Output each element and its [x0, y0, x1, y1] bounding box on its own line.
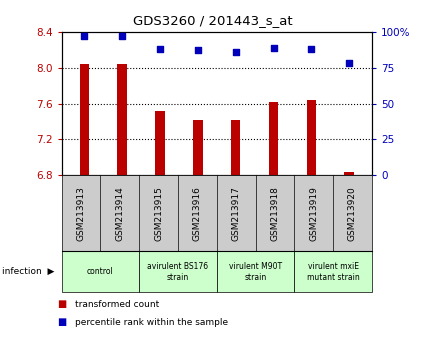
Point	[156, 46, 163, 52]
Text: GSM213920: GSM213920	[348, 186, 357, 241]
Text: GSM213915: GSM213915	[154, 186, 163, 241]
Text: GSM213916: GSM213916	[193, 186, 202, 241]
Bar	[79, 64, 89, 175]
Point	[346, 61, 353, 66]
Text: control: control	[87, 267, 114, 276]
Text: avirulent BS176
strain: avirulent BS176 strain	[147, 262, 209, 282]
Point	[194, 48, 201, 53]
Bar	[231, 120, 241, 175]
Bar	[344, 172, 354, 175]
Text: GSM213914: GSM213914	[115, 186, 124, 241]
Text: GSM213913: GSM213913	[76, 186, 85, 241]
Point	[119, 33, 125, 39]
Text: ■: ■	[57, 299, 67, 309]
Text: ■: ■	[57, 317, 67, 327]
Point	[308, 46, 315, 52]
Text: GDS3260 / 201443_s_at: GDS3260 / 201443_s_at	[133, 14, 292, 27]
Text: transformed count: transformed count	[75, 300, 159, 309]
Text: infection  ▶: infection ▶	[2, 267, 54, 276]
Bar	[193, 120, 203, 175]
Point	[270, 45, 277, 51]
Bar	[306, 100, 316, 175]
Bar	[269, 102, 278, 175]
Text: GSM213919: GSM213919	[309, 186, 318, 241]
Text: GSM213917: GSM213917	[232, 186, 241, 241]
Point	[232, 49, 239, 55]
Bar	[117, 64, 127, 175]
Text: virulent mxiE
mutant strain: virulent mxiE mutant strain	[307, 262, 360, 282]
Text: percentile rank within the sample: percentile rank within the sample	[75, 318, 228, 327]
Bar	[155, 111, 165, 175]
Text: GSM213918: GSM213918	[270, 186, 279, 241]
Text: virulent M90T
strain: virulent M90T strain	[229, 262, 282, 282]
Point	[81, 33, 88, 39]
